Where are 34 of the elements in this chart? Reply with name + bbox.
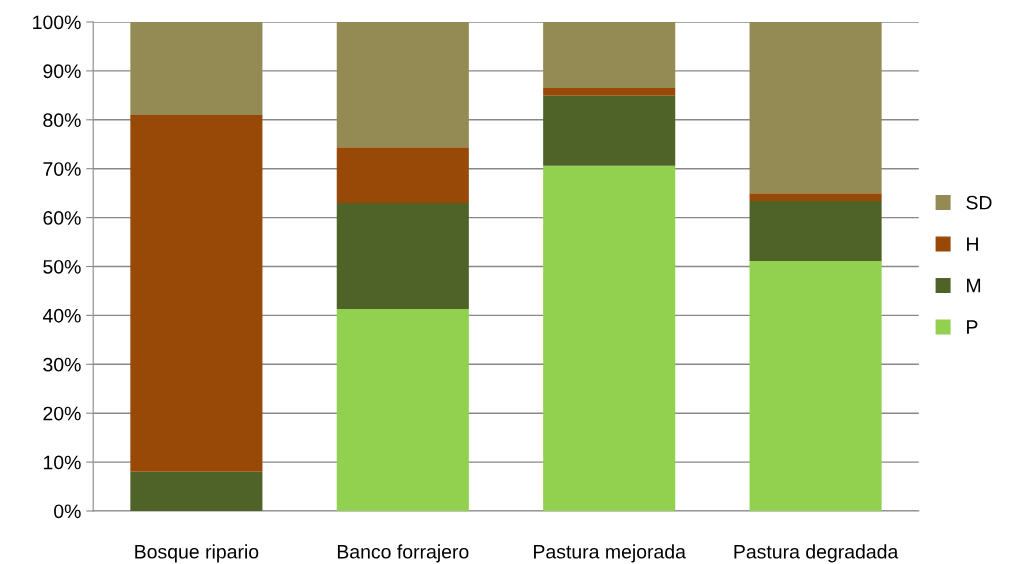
legend-label: M bbox=[967, 278, 981, 293]
y-tick-label: 20% bbox=[43, 406, 81, 421]
x-tick-label: Pastura degradada bbox=[734, 544, 899, 563]
y-tick-label: 80% bbox=[43, 113, 81, 128]
bar bbox=[749, 261, 882, 511]
bar bbox=[336, 309, 469, 511]
x-tick-label: Banco forrajero bbox=[337, 544, 469, 563]
y-tick-label: 90% bbox=[43, 64, 81, 79]
legend-label: SD bbox=[966, 195, 992, 210]
bar bbox=[336, 147, 469, 203]
bar bbox=[749, 193, 882, 201]
bar bbox=[749, 22, 882, 194]
x-tick-label: Bosque ripario bbox=[135, 544, 259, 563]
y-tick-label: 40% bbox=[42, 308, 81, 323]
bar bbox=[336, 22, 469, 148]
bar bbox=[543, 88, 676, 96]
bar bbox=[130, 471, 263, 511]
legend-label: P bbox=[967, 320, 978, 334]
legend-label: H bbox=[967, 237, 978, 251]
bar bbox=[543, 22, 676, 89]
bar bbox=[543, 165, 676, 511]
bar bbox=[130, 114, 263, 472]
bar bbox=[336, 202, 469, 310]
y-tick-label: 30% bbox=[43, 357, 81, 372]
y-tick-label: 50% bbox=[43, 259, 81, 274]
bar bbox=[130, 22, 263, 115]
bar bbox=[543, 95, 676, 166]
y-tick-label: 60% bbox=[43, 211, 81, 225]
bar bbox=[749, 200, 882, 262]
y-tick-label: 100% bbox=[33, 15, 81, 30]
y-tick-label: 10% bbox=[43, 455, 81, 470]
y-tick-label: 0% bbox=[54, 504, 81, 519]
y-tick-label: 70% bbox=[43, 162, 81, 176]
x-tick-label: Pastura mejorada bbox=[534, 544, 686, 563]
